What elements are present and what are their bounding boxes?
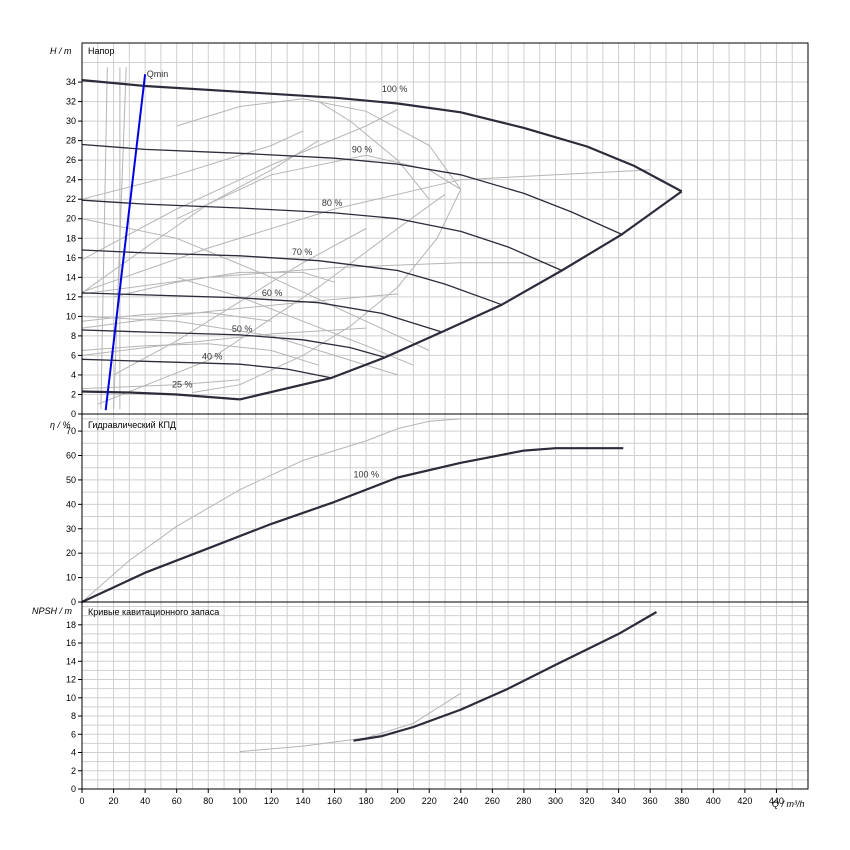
- x-tick-label: 40: [140, 796, 150, 806]
- x-axis-label: Q / m³/h: [772, 799, 805, 809]
- x-tick-label: 120: [264, 796, 279, 806]
- y-tick-label: 32: [66, 97, 76, 107]
- y-tick-label: 60: [66, 451, 76, 461]
- y-tick-label: 6: [71, 729, 76, 739]
- y-tick-label: 50: [66, 475, 76, 485]
- y-tick-label: 2: [71, 766, 76, 776]
- y-tick-label: 20: [66, 548, 76, 558]
- y-tick-label: 8: [71, 711, 76, 721]
- x-tick-label: 360: [643, 796, 658, 806]
- x-tick-label: 0: [79, 796, 84, 806]
- y-tick-label: 18: [66, 620, 76, 630]
- grid-layer: [82, 43, 808, 789]
- x-tick-label: 420: [737, 796, 752, 806]
- y-tick-label: 0: [71, 784, 76, 794]
- curve-label: 25 %: [172, 380, 193, 390]
- x-tick-label: 80: [203, 796, 213, 806]
- x-tick-label: 60: [172, 796, 182, 806]
- x-tick-label: 20: [109, 796, 119, 806]
- y-tick-label: 16: [66, 638, 76, 648]
- efficiency-panel-title: Гидравлический КПД: [88, 420, 176, 430]
- y-tick-label: 0: [71, 409, 76, 419]
- y-tick-label: 26: [66, 155, 76, 165]
- y-tick-label: 20: [66, 214, 76, 224]
- x-tick-label: 400: [706, 796, 721, 806]
- curve-label: 80 %: [322, 198, 343, 208]
- y-tick-label: 10: [66, 311, 76, 321]
- curve-label: 100 %: [382, 84, 408, 94]
- curve-label: 70 %: [292, 247, 313, 257]
- efficiency-y-axis-label: η / %: [50, 420, 71, 430]
- curve-label: 60 %: [262, 288, 283, 298]
- x-tick-label: 200: [390, 796, 405, 806]
- y-tick-label: 16: [66, 253, 76, 263]
- y-tick-label: 30: [66, 116, 76, 126]
- head-panel-title: Напор: [88, 46, 114, 56]
- x-tick-label: 260: [485, 796, 500, 806]
- y-tick-label: 2: [71, 389, 76, 399]
- y-tick-label: 30: [66, 524, 76, 534]
- curve-label: Qmin: [147, 69, 169, 79]
- y-tick-label: 40: [66, 499, 76, 509]
- x-tick-label: 140: [295, 796, 310, 806]
- y-tick-label: 8: [71, 331, 76, 341]
- y-tick-label: 12: [66, 292, 76, 302]
- y-tick-label: 12: [66, 675, 76, 685]
- y-tick-label: 4: [71, 370, 76, 380]
- npsh-panel-title: Кривые кавитационного запаса: [88, 607, 219, 617]
- curve-label: 90 %: [352, 144, 373, 154]
- x-tick-label: 300: [548, 796, 563, 806]
- x-tick-label: 340: [611, 796, 626, 806]
- npsh-y-axis-label: NPSH / m: [32, 606, 73, 616]
- secondary-curve: [193, 189, 461, 392]
- series-line: [106, 74, 145, 410]
- y-tick-label: 10: [66, 573, 76, 583]
- y-tick-label: 22: [66, 194, 76, 204]
- y-tick-label: 24: [66, 175, 76, 185]
- x-tick-label: 220: [422, 796, 437, 806]
- x-tick-label: 100: [232, 796, 247, 806]
- y-tick-label: 10: [66, 693, 76, 703]
- x-tick-label: 280: [516, 796, 531, 806]
- series-line: [82, 293, 442, 332]
- curve-label: 100 %: [353, 469, 379, 479]
- y-tick-label: 28: [66, 136, 76, 146]
- head-y-axis-label: H / m: [50, 46, 72, 56]
- secondary-curve: [319, 102, 430, 200]
- curve-label: 50 %: [232, 324, 253, 334]
- x-tick-label: 240: [453, 796, 468, 806]
- y-tick-label: 14: [66, 656, 76, 666]
- y-tick-label: 6: [71, 350, 76, 360]
- axes-layer: [78, 43, 808, 793]
- y-tick-label: 4: [71, 748, 76, 758]
- y-tick-label: 34: [66, 77, 76, 87]
- y-tick-label: 18: [66, 233, 76, 243]
- x-tick-label: 380: [674, 796, 689, 806]
- x-tick-label: 320: [580, 796, 595, 806]
- x-tick-label: 160: [327, 796, 342, 806]
- y-tick-label: 14: [66, 272, 76, 282]
- series-line: [354, 612, 657, 741]
- secondary-curve: [82, 141, 319, 293]
- secondary-curve: [82, 344, 319, 366]
- curve-label: 40 %: [202, 351, 223, 361]
- x-tick-label: 180: [359, 796, 374, 806]
- series-line: [82, 200, 562, 270]
